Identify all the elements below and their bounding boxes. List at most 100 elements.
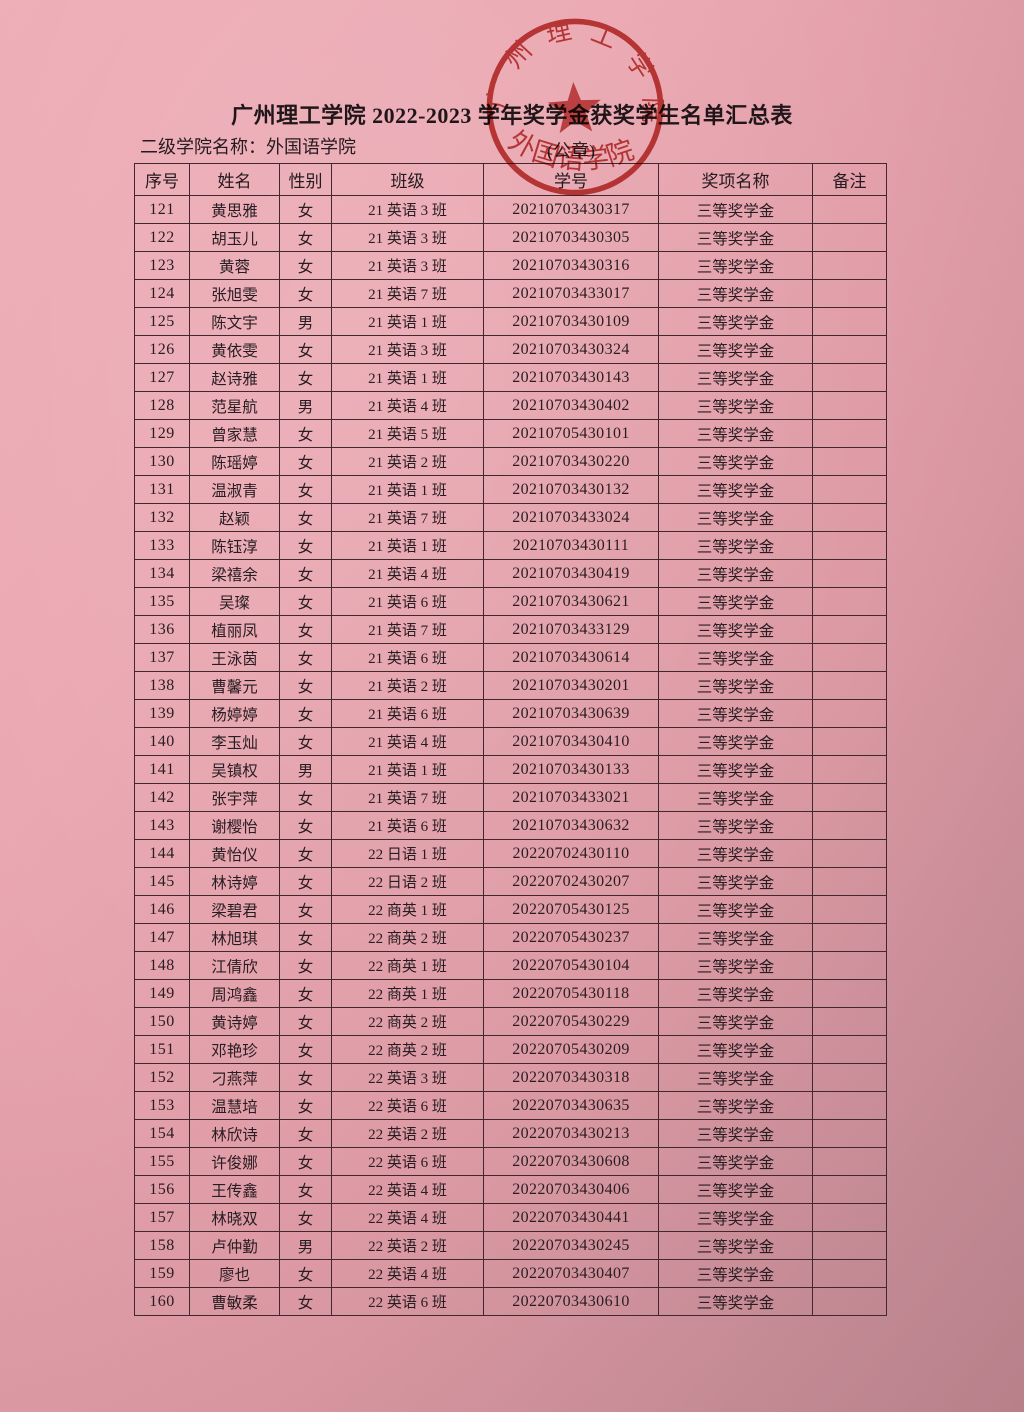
table-row: 121 黄思雅女 21 英语 3 班 20210703430317 三等奖学金 <box>134 195 887 224</box>
cell-name: 黄怡仪 <box>189 839 280 868</box>
cell-note <box>812 783 887 812</box>
cell-note <box>812 307 887 336</box>
cell-award: 三等奖学金 <box>658 279 813 308</box>
cell-index: 123 <box>134 251 190 280</box>
cell-class: 22 英语 2 班 <box>331 1231 484 1260</box>
cell-note <box>812 895 887 924</box>
cell-note <box>812 1203 887 1232</box>
cell-gender: 女 <box>279 531 332 560</box>
cell-note <box>812 643 887 672</box>
cell-award: 三等奖学金 <box>658 895 813 924</box>
cell-gender: 女 <box>279 1035 332 1064</box>
table-row: 129 曾家慧女 21 英语 5 班 20210705430101 三等奖学金 <box>134 419 887 448</box>
cell-note <box>812 419 887 448</box>
cell-note <box>812 699 887 728</box>
cell-class: 21 英语 6 班 <box>331 643 484 672</box>
cell-class: 22 商英 1 班 <box>331 895 484 924</box>
cell-index: 154 <box>134 1119 190 1148</box>
cell-class: 21 英语 1 班 <box>331 307 484 336</box>
cell-award: 三等奖学金 <box>658 335 813 364</box>
cell-note <box>812 811 887 840</box>
cell-name: 廖也 <box>189 1259 280 1288</box>
cell-award: 三等奖学金 <box>658 223 813 252</box>
cell-award: 三等奖学金 <box>658 755 813 784</box>
cell-student-id: 20220703430441 <box>483 1203 659 1232</box>
cell-award: 三等奖学金 <box>658 923 813 952</box>
cell-student-id: 20210703430317 <box>483 195 659 224</box>
cell-student-id: 20210703433024 <box>483 503 659 532</box>
cell-note <box>812 503 887 532</box>
cell-index: 156 <box>134 1175 190 1204</box>
cell-award: 三等奖学金 <box>658 391 813 420</box>
table-row: 137 王泳茵女 21 英语 6 班 20210703430614 三等奖学金 <box>134 643 887 672</box>
table-row: 160 曹敏柔女 22 英语 6 班 20220703430610 三等奖学金 <box>134 1287 887 1316</box>
cell-award: 三等奖学金 <box>658 811 813 840</box>
table-row: 143 谢樱怡女 21 英语 6 班 20210703430632 三等奖学金 <box>134 811 887 840</box>
cell-name: 温慧培 <box>189 1091 280 1120</box>
cell-student-id: 20220703430318 <box>483 1063 659 1092</box>
cell-award: 三等奖学金 <box>658 531 813 560</box>
cell-note <box>812 923 887 952</box>
cell-student-id: 20210703430305 <box>483 223 659 252</box>
table-header-row: 序号 姓名 性别 班级 学号 奖项名称 备注 <box>134 163 887 196</box>
cell-index: 130 <box>134 447 190 476</box>
table-row: 130 陈瑶婷女 21 英语 2 班 20210703430220 三等奖学金 <box>134 447 887 476</box>
column-header-2: 性别 <box>279 163 332 196</box>
cell-name: 谢樱怡 <box>189 811 280 840</box>
cell-award: 三等奖学金 <box>658 727 813 756</box>
cell-class: 22 商英 2 班 <box>331 923 484 952</box>
cell-class: 21 英语 1 班 <box>331 475 484 504</box>
cell-gender: 女 <box>279 811 332 840</box>
cell-note <box>812 867 887 896</box>
cell-award: 三等奖学金 <box>658 951 813 980</box>
cell-class: 22 英语 4 班 <box>331 1175 484 1204</box>
cell-gender: 女 <box>279 923 332 952</box>
cell-class: 22 英语 6 班 <box>331 1287 484 1316</box>
official-seal-label: (公章) <box>547 141 595 161</box>
cell-class: 21 英语 3 班 <box>331 195 484 224</box>
cell-class: 21 英语 1 班 <box>331 363 484 392</box>
cell-student-id: 20220703430407 <box>483 1259 659 1288</box>
cell-name: 黄依雯 <box>189 335 280 364</box>
cell-class: 21 英语 1 班 <box>331 531 484 560</box>
cell-award: 三等奖学金 <box>658 1175 813 1204</box>
cell-name: 植丽凤 <box>189 615 280 644</box>
cell-index: 157 <box>134 1203 190 1232</box>
cell-student-id: 20220705430237 <box>483 923 659 952</box>
cell-class: 22 英语 4 班 <box>331 1259 484 1288</box>
cell-award: 三等奖学金 <box>658 783 813 812</box>
cell-student-id: 20210703430201 <box>483 671 659 700</box>
cell-student-id: 20210703430419 <box>483 559 659 588</box>
table-row: 125 陈文宇男 21 英语 1 班 20210703430109 三等奖学金 <box>134 307 887 336</box>
cell-student-id: 20220703430610 <box>483 1287 659 1316</box>
cell-note <box>812 1063 887 1092</box>
cell-class: 22 英语 2 班 <box>331 1119 484 1148</box>
table-row: 155 许俊娜女 22 英语 6 班 20220703430608 三等奖学金 <box>134 1147 887 1176</box>
cell-note <box>812 251 887 280</box>
cell-student-id: 20210703430220 <box>483 447 659 476</box>
cell-gender: 女 <box>279 1203 332 1232</box>
cell-class: 21 英语 1 班 <box>331 755 484 784</box>
cell-name: 梁禧余 <box>189 559 280 588</box>
cell-index: 126 <box>134 335 190 364</box>
cell-student-id: 20210703430402 <box>483 391 659 420</box>
cell-class: 21 英语 7 班 <box>331 783 484 812</box>
cell-student-id: 20220702430110 <box>483 839 659 868</box>
table-row: 145 林诗婷女 22 日语 2 班 20220702430207 三等奖学金 <box>134 867 887 896</box>
table-row: 138 曹馨元女 21 英语 2 班 20210703430201 三等奖学金 <box>134 671 887 700</box>
cell-note <box>812 475 887 504</box>
cell-name: 许俊娜 <box>189 1147 280 1176</box>
cell-index: 122 <box>134 223 190 252</box>
cell-student-id: 20210703430133 <box>483 755 659 784</box>
cell-note <box>812 671 887 700</box>
cell-name: 张宇萍 <box>189 783 280 812</box>
cell-name: 林欣诗 <box>189 1119 280 1148</box>
cell-gender: 女 <box>279 195 332 224</box>
cell-class: 21 英语 4 班 <box>331 727 484 756</box>
cell-award: 三等奖学金 <box>658 1119 813 1148</box>
cell-class: 22 商英 2 班 <box>331 1035 484 1064</box>
cell-name: 黄思雅 <box>189 195 280 224</box>
cell-note <box>812 951 887 980</box>
cell-index: 121 <box>134 195 190 224</box>
cell-gender: 女 <box>279 251 332 280</box>
